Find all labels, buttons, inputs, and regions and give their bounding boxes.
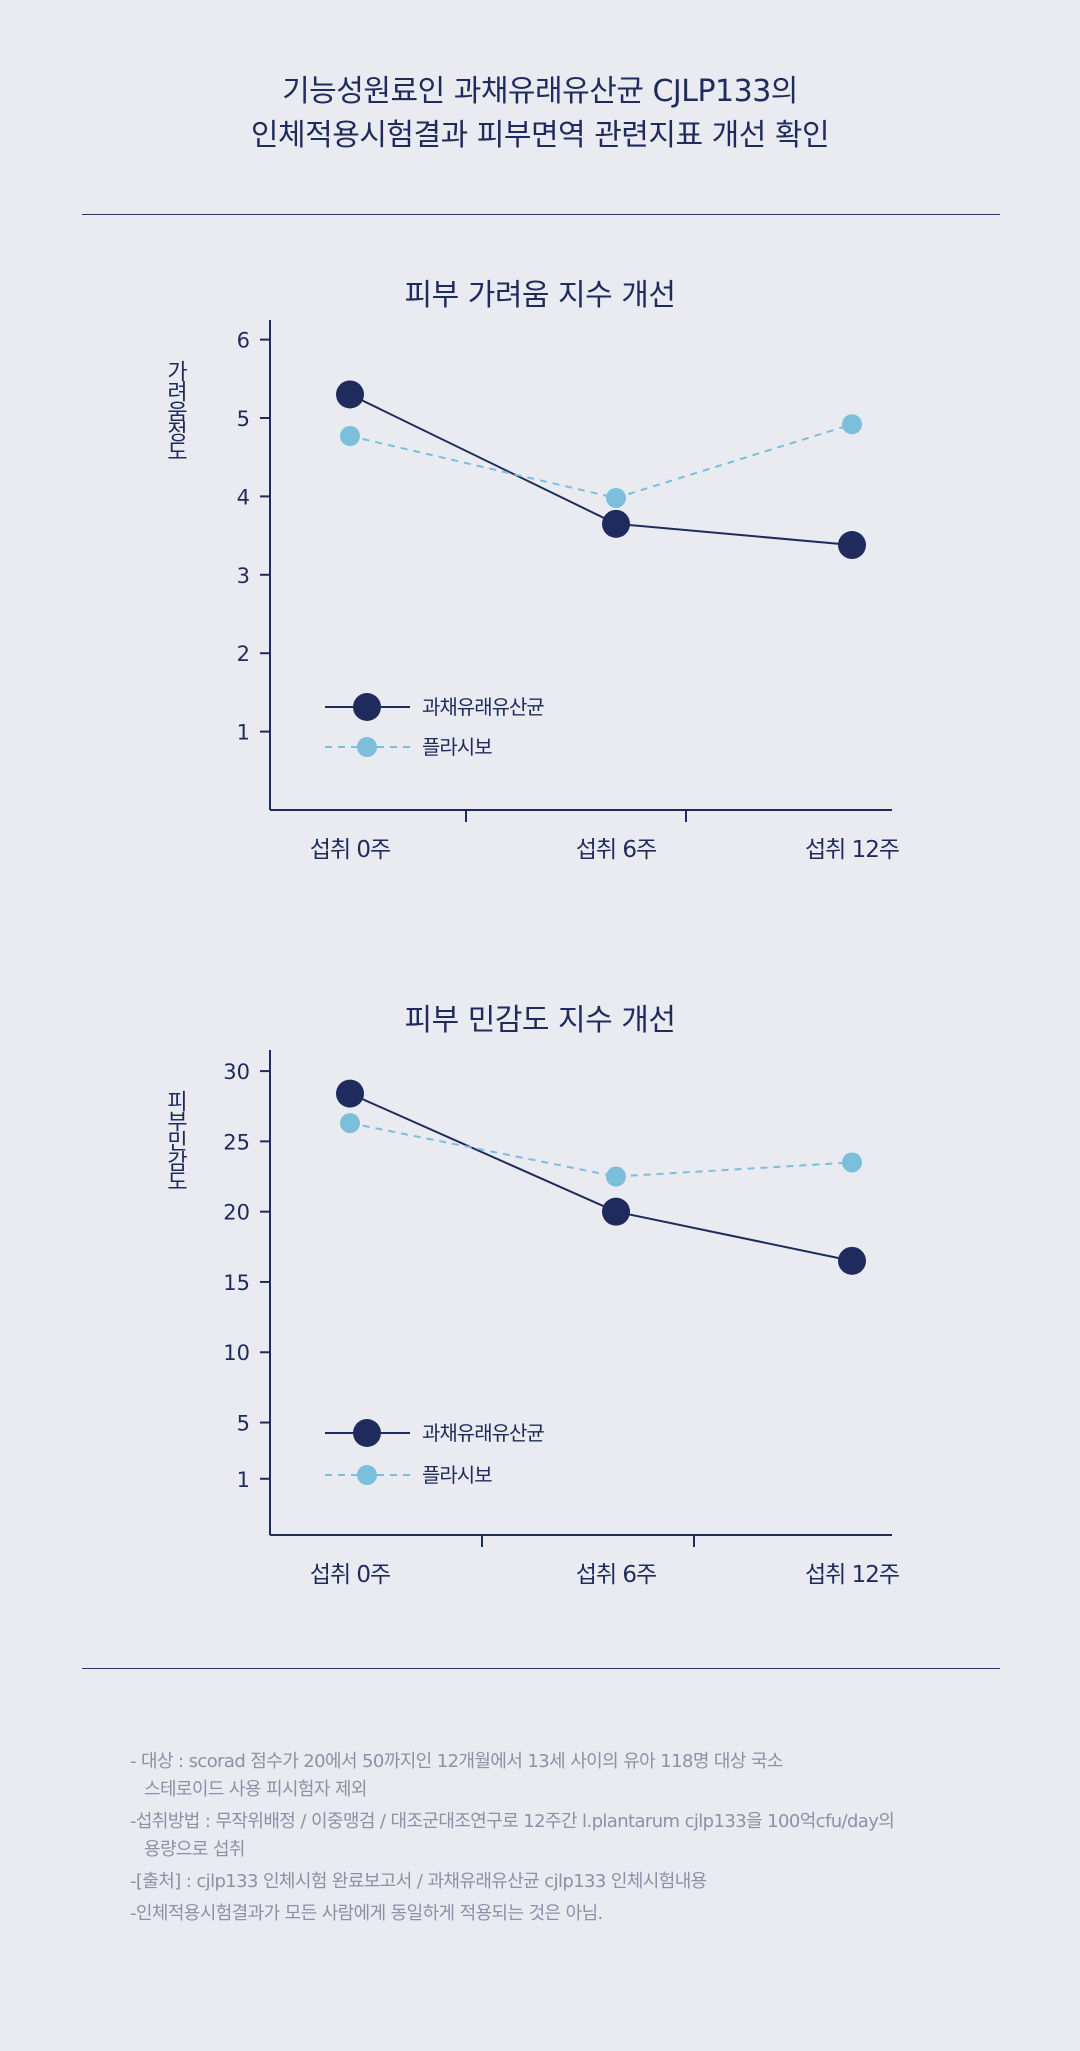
note-source: -[출처] : cjlp133 인체시험 완료보고서 / 과채유래유산균 cjl… [130, 1871, 707, 1892]
footnotes: - 대상 : scorad 점수가 20에서 50까지인 12개월에서 13세 … [130, 1748, 1010, 1932]
data-point [842, 414, 862, 435]
chart-title: 피부 가려움 지수 개선 [404, 278, 675, 313]
data-point [336, 1079, 364, 1108]
top-divider [82, 214, 1000, 215]
y-tick-label: 20 [223, 1201, 250, 1225]
y-tick-label: 3 [237, 564, 250, 588]
data-point [340, 426, 360, 447]
legend-marker-2 [357, 1465, 377, 1485]
sensitivity-chart: 피부 민감도 지수 개선 피부민감도 1 5 10 15 20 25 30 섭취 0주 섭취 6주 섭… [0, 985, 1080, 1588]
note-subject: - 대상 : scorad 점수가 20에서 50까지인 12개월에서 13세 … [130, 1751, 783, 1800]
x-tick-label: 섭취 12주 [805, 1562, 899, 1588]
series-line-2 [349, 423, 853, 500]
data-point [606, 487, 626, 508]
y-axis-label: 피부민감도 [163, 1090, 188, 1190]
y-tick-label: 2 [237, 642, 250, 666]
legend-label-1: 과채유래유산균 [422, 1421, 544, 1445]
note-disclaimer: -인체적용시험결과가 모든 사람에게 동일하게 적용되는 것은 아님. [130, 1903, 603, 1924]
chart-title: 피부 민감도 지수 개선 [404, 1003, 675, 1038]
note-method: -섭취방법 : 무작위배정 / 이중맹검 / 대조군대조연구로 12주간 l.p… [130, 1811, 895, 1860]
series-line-1 [349, 393, 853, 547]
y-tick-label: 30 [223, 1060, 250, 1084]
series-line-2 [349, 1122, 853, 1178]
x-tick-label: 섭취 0주 [310, 837, 390, 863]
data-point [602, 509, 630, 538]
legend-label-2: 플라시보 [422, 735, 492, 759]
y-axis-label: 가려움정도 [163, 360, 188, 460]
y-tick-label: 5 [237, 407, 250, 431]
y-tick-label: 25 [223, 1130, 250, 1154]
x-tick-label: 섭취 12주 [805, 837, 899, 863]
data-point [838, 1246, 866, 1275]
data-point [842, 1152, 862, 1173]
page-title-line1: 기능성원료인 과채유래유산균 CJLP133의 [282, 74, 798, 109]
series-line-1 [349, 1092, 853, 1262]
data-point [340, 1113, 360, 1134]
legend-marker-2 [357, 737, 377, 757]
y-tick-label: 6 [237, 329, 250, 353]
x-tick-label: 섭취 6주 [576, 1562, 656, 1588]
bottom-divider [82, 1668, 1000, 1669]
x-tick-label: 섭취 0주 [310, 1562, 390, 1588]
y-tick-label: 10 [223, 1341, 250, 1365]
y-tick-label: 5 [237, 1412, 250, 1436]
legend-label-1: 과채유래유산균 [422, 695, 544, 719]
legend-label-2: 플라시보 [422, 1463, 492, 1487]
legend-marker-1 [353, 1419, 381, 1447]
y-tick-label: 1 [237, 721, 250, 745]
data-point [838, 531, 866, 560]
y-tick-label: 4 [237, 485, 250, 509]
y-tick-label: 15 [223, 1271, 250, 1295]
data-point [336, 380, 364, 409]
data-point [602, 1197, 630, 1226]
page-title-line2: 인체적용시험결과 피부면역 관련지표 개선 확인 [250, 118, 830, 153]
y-tick-label: 1 [237, 1468, 250, 1492]
legend-marker-1 [353, 693, 381, 721]
x-tick-label: 섭취 6주 [576, 837, 656, 863]
data-point [606, 1166, 626, 1187]
